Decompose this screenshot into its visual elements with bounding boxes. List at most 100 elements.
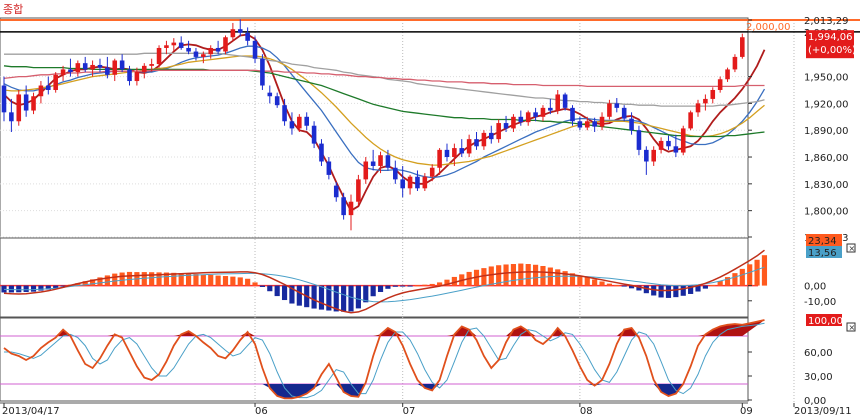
candle-body — [289, 121, 295, 129]
macd-histogram-bar — [38, 285, 44, 291]
candle-body — [9, 112, 14, 122]
candle-body — [112, 60, 118, 75]
macd-histogram-bar — [377, 285, 384, 292]
candle-body — [134, 72, 140, 82]
macd-histogram-bar — [141, 272, 147, 286]
candle-body — [223, 37, 228, 52]
y-tick-label: 60,00 — [804, 348, 833, 359]
macd-histogram-bar — [193, 274, 199, 286]
macd-histogram-bar — [8, 285, 14, 293]
macd-histogram-bar — [178, 273, 184, 286]
candle-body — [378, 155, 383, 166]
candle-body — [621, 107, 627, 119]
candle-body — [193, 51, 199, 57]
candle-body — [1, 85, 7, 113]
macd-histogram-bar — [532, 264, 539, 286]
candle-body — [31, 96, 36, 111]
candle-body — [333, 185, 339, 198]
macd-histogram-bar — [724, 277, 731, 286]
candle-body — [297, 116, 302, 129]
macd-histogram-bar — [23, 285, 29, 292]
x-tick-label: 08 — [580, 406, 593, 416]
grid — [0, 17, 795, 404]
macd-histogram-bar — [496, 265, 502, 286]
y-tick-label: 2,013,29 — [804, 16, 849, 27]
candle-body — [60, 69, 66, 75]
candle-body — [260, 58, 265, 86]
moving-average-line — [3, 69, 765, 88]
macd-panel — [0, 249, 768, 314]
macd-histogram-bar — [318, 285, 325, 310]
macd-histogram-bar — [82, 281, 88, 286]
macd-histogram-bar — [400, 285, 406, 287]
macd-histogram-bar — [599, 281, 605, 286]
candle-body — [503, 123, 509, 129]
candle-body — [518, 116, 524, 123]
candle-body — [356, 179, 361, 202]
macd-histogram-bar — [695, 285, 701, 292]
macd-histogram-bar — [636, 285, 642, 291]
macd-histogram-bar — [540, 265, 546, 286]
candle-body — [599, 116, 605, 127]
candle-body — [348, 201, 354, 216]
candle-body — [422, 176, 428, 189]
panel-close-icon — [846, 322, 856, 332]
macd-value-box — [806, 234, 842, 246]
macd-histogram-bar — [510, 264, 517, 286]
macd-histogram-bar — [392, 285, 398, 287]
candle-body — [725, 69, 730, 80]
candle-body — [341, 197, 346, 216]
panel-frame — [0, 317, 749, 402]
macd-histogram-bar — [60, 285, 66, 287]
candle-body — [82, 63, 88, 70]
y-tick-label: 0,00 — [804, 396, 826, 407]
candle-body — [466, 139, 472, 154]
x-tick-label: 06 — [255, 406, 268, 416]
candle-body — [267, 92, 273, 97]
macd-histogram-bar — [732, 273, 738, 286]
panel-close-icon: × — [849, 323, 856, 332]
price-panel: 2,000,00 — [0, 19, 860, 231]
macd-histogram-bar — [75, 283, 81, 286]
macd-histogram-bar — [651, 285, 657, 296]
candle-body — [614, 103, 620, 108]
candle-body — [230, 29, 236, 38]
macd-histogram-bar — [1, 285, 7, 293]
candle-body — [252, 40, 258, 59]
macd-histogram-bar — [112, 273, 118, 286]
macd-value-label: 23,34 — [808, 236, 837, 247]
stochastic-d-line — [4, 322, 765, 399]
candle-body — [141, 65, 147, 73]
macd-histogram-bar — [407, 285, 413, 287]
macd-histogram-bar — [126, 271, 133, 286]
candle-body — [496, 123, 501, 140]
candle-body — [127, 69, 132, 82]
macd-histogram-bar — [688, 285, 694, 294]
panel-close-icon: × — [849, 244, 856, 253]
candle-body — [215, 47, 221, 52]
candle-body — [444, 149, 450, 158]
panel-frame — [0, 17, 749, 239]
candle-body — [474, 139, 479, 147]
macd-histogram-bar — [437, 282, 443, 286]
candle-body — [555, 94, 561, 111]
macd-histogram-bar — [606, 283, 612, 286]
macd-histogram-bar — [422, 284, 428, 286]
candle-body — [511, 116, 516, 129]
candle-body — [16, 94, 22, 122]
macd-histogram-bar — [274, 285, 280, 297]
candle-body — [68, 69, 73, 73]
candle-body — [651, 149, 657, 162]
macd-histogram-bar — [614, 285, 620, 287]
macd-histogram-bar — [296, 285, 302, 306]
chart-title: 종합 — [3, 3, 23, 16]
macd-histogram-bar — [259, 285, 265, 287]
stochastic-panel — [0, 319, 765, 400]
y-tick-label: 1,950,00 — [804, 73, 849, 84]
current-change-label: (+0,00%) — [808, 45, 856, 56]
candle-body — [488, 132, 494, 140]
candle-body — [282, 105, 287, 122]
candle-body — [732, 56, 738, 70]
candle-body — [407, 176, 413, 189]
current-price-box — [806, 30, 854, 59]
